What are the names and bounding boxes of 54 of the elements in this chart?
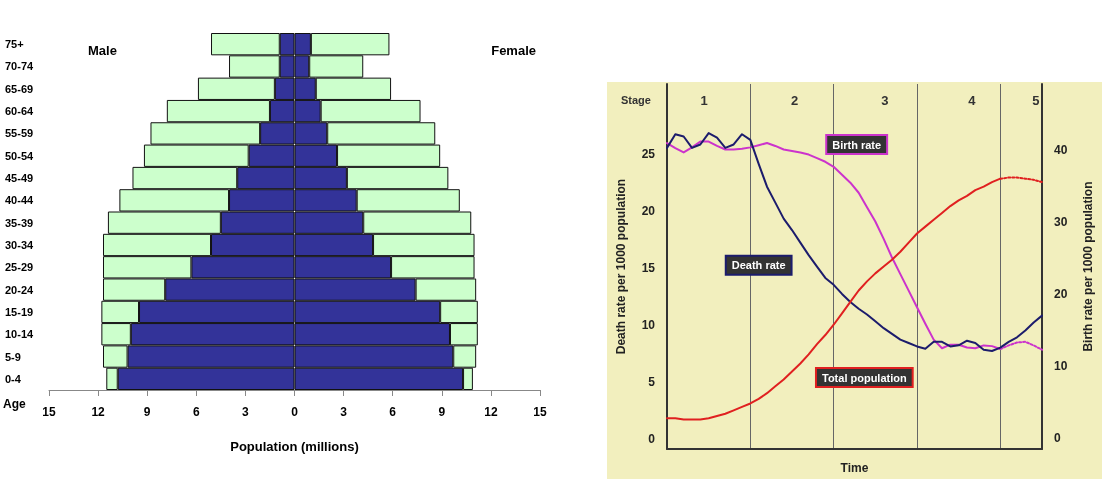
y-tick-label: 55-59 — [5, 127, 34, 140]
y-tick-label: 10 — [641, 317, 656, 332]
x-tick-label: 15 — [42, 405, 56, 419]
y-tick-label: 20-24 — [5, 283, 35, 296]
x-tick-label: 9 — [438, 405, 446, 419]
y-tick-label: 25-29 — [5, 261, 34, 274]
y-tick-label: 50-54 — [5, 149, 35, 162]
y-axis-title: Age — [3, 397, 26, 411]
x-tick-label: 3 — [242, 405, 250, 419]
annotation: 2 — [790, 93, 799, 108]
text: Stage — [621, 93, 651, 106]
y-tick-label: 70-74 — [5, 60, 35, 73]
x-tick-label: 6 — [192, 405, 200, 419]
y-axis-title: Death rate per 1000 population — [614, 178, 628, 355]
y-tick-label: 75+ — [5, 38, 24, 51]
annotation: 5 — [1032, 93, 1040, 108]
y2-axis-title: Birth rate per 1000 population — [1081, 181, 1095, 352]
y-tick-label: 0 — [648, 431, 656, 446]
y-tick-label: 35-39 — [5, 216, 34, 229]
x-tick-label: 12 — [91, 405, 106, 419]
y-tick-label: 25 — [641, 146, 656, 161]
y-tick-label: 0-4 — [5, 372, 22, 385]
series-label: Total population — [821, 371, 907, 384]
series-label: Birth rate — [832, 138, 882, 151]
x-tick-label: 15 — [533, 405, 547, 419]
annotation: 4 — [968, 93, 977, 108]
y-tick-label: 30-34 — [5, 238, 35, 251]
y-tick-label: 60-64 — [5, 105, 35, 118]
y2-tick-label: 0 — [1054, 430, 1061, 445]
y-tick-label: 15 — [641, 260, 656, 275]
x-axis-title: Population (millions) — [230, 439, 359, 454]
annotation: Female — [491, 43, 537, 58]
annotation: 3 — [881, 93, 889, 108]
x-axis-title: Time — [840, 461, 869, 475]
annotation: 1 — [700, 93, 708, 108]
y2-tick-label: 20 — [1054, 286, 1068, 301]
y-tick-label: 45-49 — [5, 172, 34, 185]
y-tick-label: 5-9 — [5, 350, 21, 363]
x-tick-label: 9 — [143, 405, 151, 419]
y2-tick-label: 40 — [1054, 142, 1068, 157]
series-label: Death rate — [731, 259, 786, 272]
y2-tick-label: 30 — [1054, 214, 1068, 229]
x-tick-label: 0 — [291, 405, 299, 419]
y-tick-label: 15-19 — [5, 305, 34, 318]
y-tick-label: 20 — [641, 203, 656, 218]
y-tick-label: 5 — [648, 374, 656, 389]
y-tick-label: 40-44 — [5, 194, 35, 207]
x-tick-label: 3 — [340, 405, 348, 419]
y-tick-label: 10-14 — [5, 328, 35, 341]
x-tick-label: 6 — [389, 405, 397, 419]
x-tick-label: 12 — [484, 405, 498, 419]
annotation: Male — [88, 43, 117, 58]
y2-tick-label: 10 — [1054, 358, 1068, 373]
y-tick-label: 65-69 — [5, 82, 34, 95]
